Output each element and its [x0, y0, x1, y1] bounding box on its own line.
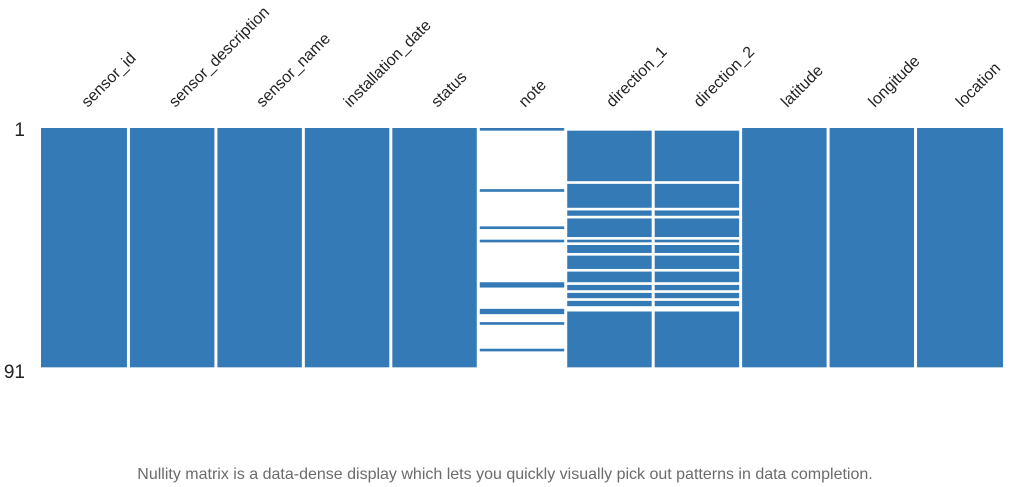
- present-segment-note-0: [478, 128, 566, 131]
- present-segment-status-0: [390, 128, 479, 368]
- row-label-first: 1: [14, 120, 25, 141]
- column-label-status: status: [428, 69, 470, 111]
- column-label-location: location: [953, 60, 1004, 111]
- chart-caption: Nullity matrix is a data-dense display w…: [137, 466, 873, 483]
- present-segment-direction-2-7: [653, 271, 741, 283]
- present-segment-direction-1-7: [565, 271, 654, 283]
- present-segment-longitude-0: [828, 128, 916, 368]
- present-segment-note-6: [478, 322, 566, 325]
- present-segment-direction-2-9: [653, 292, 741, 299]
- column-label-latitude: latitude: [778, 62, 827, 111]
- present-segment-direction-2-11: [653, 311, 741, 368]
- present-segment-direction-2-4: [653, 239, 741, 243]
- present-segment-latitude-0: [740, 128, 829, 368]
- row-label-last: 91: [4, 362, 25, 383]
- present-segment-direction-1-10: [565, 300, 654, 307]
- present-segment-sensor-description-0: [128, 128, 216, 368]
- present-segment-note-2: [478, 226, 566, 230]
- present-segment-direction-2-6: [653, 255, 741, 269]
- present-segment-direction-1-8: [565, 284, 654, 291]
- present-segment-direction-1-0: [565, 130, 654, 182]
- column-label-direction-1: direction_1: [603, 43, 670, 110]
- present-segment-direction-2-10: [653, 300, 741, 307]
- present-segment-note-1: [478, 189, 566, 192]
- present-segment-direction-2-5: [653, 245, 741, 253]
- present-segment-sensor-name-0: [215, 128, 304, 368]
- column-label-sensor-name: sensor_name: [253, 30, 334, 111]
- present-segment-note-5: [478, 308, 566, 315]
- column-label-note: note: [516, 77, 550, 111]
- present-segment-direction-2-0: [653, 130, 741, 182]
- column-label-direction-2: direction_2: [691, 43, 758, 110]
- matrix-body: [41, 128, 1003, 370]
- present-segment-note-3: [478, 239, 566, 243]
- present-segment-direction-1-3: [565, 218, 654, 238]
- column-label-longitude: longitude: [866, 53, 924, 111]
- present-segment-sensor-id-0: [41, 128, 129, 368]
- present-segment-location-0: [915, 128, 1003, 368]
- present-segment-direction-2-8: [653, 284, 741, 291]
- present-segment-direction-2-2: [653, 210, 741, 216]
- present-segment-installation-date-0: [303, 128, 391, 368]
- row-labels: 1 91: [4, 120, 25, 383]
- present-segment-direction-1-9: [565, 292, 654, 299]
- present-segment-direction-2-1: [653, 183, 741, 208]
- present-segment-direction-1-2: [565, 210, 654, 216]
- present-segment-direction-1-6: [565, 255, 654, 269]
- present-segment-note-7: [478, 348, 566, 352]
- present-segment-direction-1-4: [565, 239, 654, 243]
- present-segment-note-4: [478, 282, 566, 288]
- present-segment-direction-1-11: [565, 311, 654, 368]
- column-label-sensor-id: sensor_id: [79, 50, 140, 111]
- column-label-installation-date: installation_date: [341, 17, 435, 111]
- present-segment-direction-1-1: [565, 183, 654, 208]
- present-segment-direction-1-5: [565, 245, 654, 253]
- present-segment-direction-2-3: [653, 218, 741, 238]
